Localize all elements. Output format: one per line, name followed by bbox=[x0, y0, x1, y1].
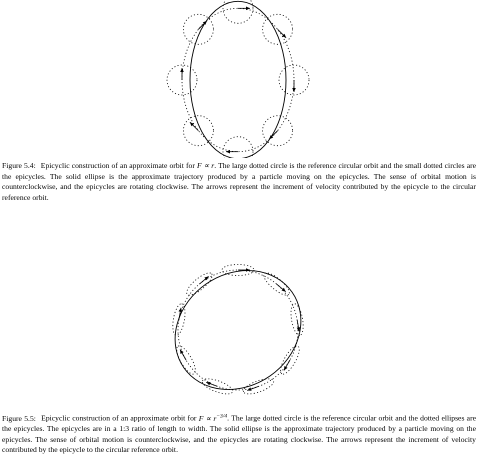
epicycle-6 bbox=[201, 378, 234, 395]
epicycle-1 bbox=[221, 264, 255, 276]
velocity-arrow-8-head bbox=[202, 20, 207, 25]
epicycle-8 bbox=[183, 13, 214, 45]
figure-5-5-equation: F ∝ r−3/4 bbox=[198, 413, 228, 423]
epicycle-5 bbox=[242, 378, 275, 395]
approximate-orbit-ellipse bbox=[189, 0, 287, 158]
epicycle-6 bbox=[183, 115, 214, 147]
epicycle-7 bbox=[176, 345, 196, 375]
figure-5-5-svg bbox=[172, 264, 304, 395]
figure-5-5-label: Figure 5.5: bbox=[2, 413, 36, 423]
approximate-orbit-ellipse bbox=[174, 270, 302, 390]
velocity-arrow-4-head bbox=[269, 135, 274, 140]
epicycle-5 bbox=[222, 136, 254, 158]
velocity-arrow-9-head bbox=[204, 276, 209, 281]
velocity-arrow-1-head bbox=[246, 268, 250, 272]
epicycle-4 bbox=[262, 115, 293, 147]
epicycle-2 bbox=[262, 13, 293, 45]
figure-5-4-text-after: . The large dotted circle is the referen… bbox=[2, 161, 477, 202]
velocity-arrow-6-head bbox=[206, 381, 211, 386]
velocity-arrow-8-head bbox=[178, 307, 183, 313]
figure-5-4-svg bbox=[166, 0, 310, 158]
velocity-arrow-3-head bbox=[292, 88, 296, 92]
velocity-arrow-1-head bbox=[246, 6, 250, 11]
figure-5-5-caption: Figure 5.5: Epicyclic construction of an… bbox=[2, 411, 476, 456]
reference-circular-orbit bbox=[177, 269, 299, 391]
epicycle-3 bbox=[278, 64, 310, 96]
equation-exponent: −3/4 bbox=[216, 413, 228, 419]
figure-5-4-label: Figure 5.4: bbox=[2, 161, 36, 170]
epicycle-1 bbox=[222, 0, 254, 24]
figure-5-5-diagram bbox=[0, 258, 478, 408]
figure-5-5-text-before: Epicyclic construction of an approximate… bbox=[41, 413, 197, 423]
velocity-arrow-3-head bbox=[296, 327, 301, 332]
velocity-arrow-5-head bbox=[247, 387, 252, 391]
velocity-arrow-7-head bbox=[180, 349, 184, 354]
velocity-arrow-4-head bbox=[283, 366, 288, 371]
velocity-arrow-6-head bbox=[189, 122, 195, 127]
figure-5-4-equation: F ∝ r bbox=[197, 161, 215, 170]
epicycle-7 bbox=[166, 64, 198, 96]
velocity-arrow-2-head bbox=[281, 287, 286, 292]
epicycle-9 bbox=[186, 272, 213, 296]
figure-5-4-caption: Figure 5.4: Epicyclic construction of an… bbox=[2, 161, 476, 203]
velocity-arrow-2-head bbox=[281, 33, 287, 38]
velocity-arrow-5-head bbox=[226, 149, 230, 154]
figure-5-5-text-after: . The large dotted circle is the referen… bbox=[2, 413, 477, 455]
velocity-arrow-7-head bbox=[180, 68, 184, 72]
figure-5-4-text-before: Epicyclic construction of an approximate… bbox=[40, 161, 195, 170]
figure-5-4-diagram bbox=[0, 0, 478, 158]
